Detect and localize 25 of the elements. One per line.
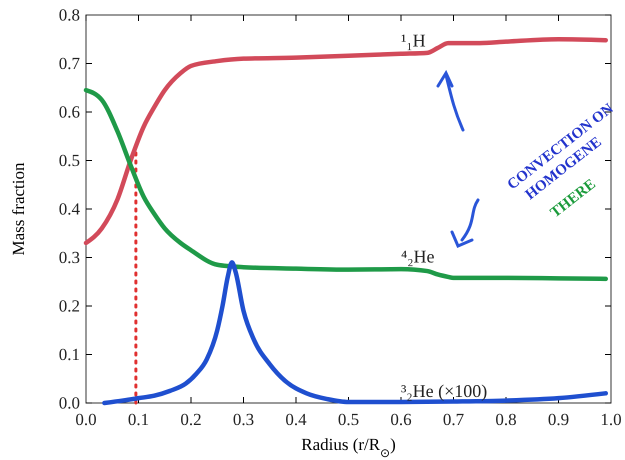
y-tick-label: 0.8 xyxy=(58,5,80,24)
x-tick-label: 0.0 xyxy=(75,410,97,430)
x-tick-label: 0.3 xyxy=(232,410,254,430)
y-tick-label: 0.3 xyxy=(58,248,80,267)
series-label: ³₂He (×100) xyxy=(401,381,488,402)
y-tick-label: 0.4 xyxy=(58,199,80,218)
x-axis-title: Radius (r/R$_{⊙}$) xyxy=(301,435,396,460)
series-label: ⁴₂He xyxy=(401,246,435,266)
x-tick-label: 0.4 xyxy=(285,410,308,430)
y-tick-label: 0.2 xyxy=(58,296,80,316)
x-tick-label: 0.8 xyxy=(495,410,517,430)
x-tick-label: 0.1 xyxy=(128,410,150,430)
y-tick-label: 0.6 xyxy=(58,102,80,122)
y-tick-label: 0.1 xyxy=(58,344,80,364)
x-tick-label: 0.9 xyxy=(548,410,570,430)
x-tick-label: 0.2 xyxy=(180,410,202,430)
y-tick-label: 0.5 xyxy=(58,150,80,170)
y-tick-label: 0.7 xyxy=(58,54,80,73)
x-tick-label: 0.5 xyxy=(338,410,360,430)
series-label: ¹₁H xyxy=(401,30,426,51)
x-tick-label: 0.7 xyxy=(442,410,465,430)
y-axis-title: Mass fraction xyxy=(9,162,28,256)
x-tick-label: 0.6 xyxy=(390,410,412,430)
x-tick-label: 1.0 xyxy=(600,410,622,430)
y-tick-label: 0.0 xyxy=(58,393,80,412)
